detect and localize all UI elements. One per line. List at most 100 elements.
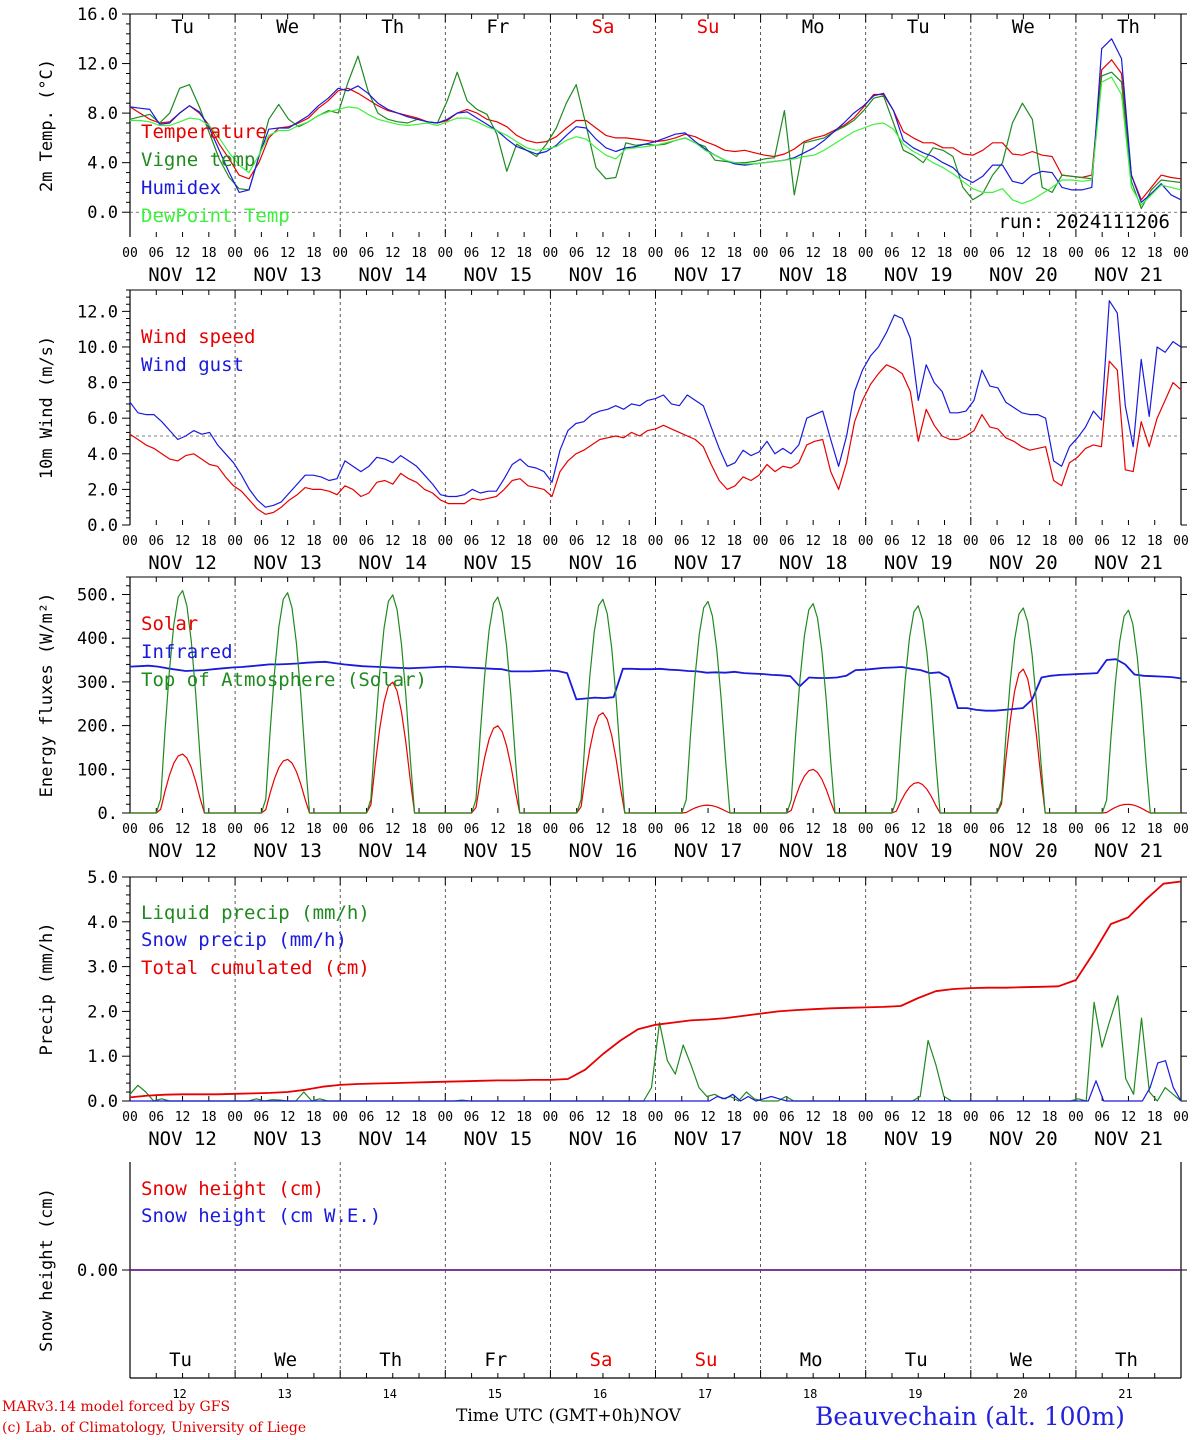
legend-item: DewPoint Temp: [141, 205, 290, 227]
hour-tick-label: 00: [648, 246, 664, 261]
panel-4: 0.0 1.0 2.0 3.0 4.0 5.0 Precip (mm/h) 00 06 12 18 N…: [37, 868, 1189, 1150]
date-label: NOV 12: [148, 1128, 217, 1150]
hour-tick-label: 18: [726, 822, 742, 837]
hour-tick-label: 18: [201, 246, 217, 261]
hour-tick-label: 00: [753, 534, 769, 549]
y-tick-label: 500.: [77, 585, 118, 605]
hour-tick-label: 12: [385, 534, 401, 549]
hour-tick-label: 06: [464, 534, 480, 549]
series-line-infrared: [129, 658, 1182, 712]
hour-tick-label: 06: [359, 534, 375, 549]
hour-tick-label: 06: [884, 1110, 900, 1125]
hour-tick-label: 00: [1173, 822, 1189, 837]
hour-tick-label: 18: [621, 534, 637, 549]
hour-tick-label: 12: [490, 822, 506, 837]
hour-tick-label: 18: [621, 246, 637, 261]
date-label: NOV 14: [358, 264, 427, 286]
date-label: NOV 15: [464, 264, 533, 286]
hour-tick-label: 00: [858, 822, 874, 837]
hour-tick-label: 12: [910, 534, 926, 549]
hour-tick-label: 00: [1068, 1110, 1084, 1125]
legend-item: Total cumulated (cm): [141, 957, 370, 979]
hour-tick-label: 18: [726, 246, 742, 261]
day-number: 19: [908, 1387, 922, 1401]
hour-tick-label: 00: [543, 822, 559, 837]
day-number: 12: [172, 1387, 186, 1401]
weekday-label: Fr: [486, 16, 509, 38]
hour-tick-label: 18: [1042, 534, 1058, 549]
hour-tick-label: 06: [1094, 534, 1110, 549]
hour-tick-label: 06: [148, 534, 164, 549]
y-tick-label: 300.: [77, 673, 118, 693]
y-axis-label: 2m Temp. (°C): [37, 59, 57, 192]
hour-tick-label: 12: [1016, 1110, 1032, 1125]
hour-tick-label: 18: [516, 534, 532, 549]
date-label: NOV 15: [464, 840, 533, 862]
hour-tick-label: 18: [832, 1110, 848, 1125]
hour-tick-label: 06: [1094, 822, 1110, 837]
date-label: NOV 18: [779, 1128, 848, 1150]
hour-tick-label: 18: [411, 534, 427, 549]
date-label: NOV 14: [358, 552, 427, 574]
hour-tick-label: 06: [569, 822, 585, 837]
hour-tick-label: 18: [937, 822, 953, 837]
date-label: NOV 21: [1094, 1128, 1163, 1150]
date-label: NOV 12: [148, 264, 217, 286]
y-tick-label: 2.0: [87, 1002, 118, 1022]
hour-tick-label: 12: [175, 1110, 191, 1125]
model-credit: MARv3.14 model forced by GFS: [2, 1399, 231, 1415]
hour-tick-label: 06: [254, 534, 270, 549]
series-line-total-cumulated-cm: [129, 880, 1182, 1099]
panel-2: 0.0 2.0 4.0 6.0 8.0 10.0 12.0 10m Wind (m/s) 00 0…: [37, 289, 1189, 574]
series-line-humidex: [129, 38, 1182, 203]
hour-tick-label: 06: [569, 534, 585, 549]
hour-tick-label: 12: [595, 822, 611, 837]
date-label: NOV 20: [989, 1128, 1058, 1150]
day-number: 21: [1118, 1387, 1132, 1401]
series-line-vigne-temp: [129, 55, 1182, 210]
hour-tick-label: 06: [989, 822, 1005, 837]
hour-tick-label: 06: [1094, 246, 1110, 261]
weekday-label-bottom: Mo: [800, 1349, 823, 1371]
hour-tick-label: 00: [1173, 1110, 1189, 1125]
series-line-dewpoint-temp: [130, 76, 1182, 206]
hour-tick-label: 00: [1068, 534, 1084, 549]
hour-tick-label: 18: [411, 246, 427, 261]
time-axis-label: Time UTC (GMT+0h)NOV: [456, 1406, 681, 1426]
hour-tick-label: 00: [437, 822, 453, 837]
legend-item: Snow height (cm): [141, 1178, 324, 1200]
hour-tick-label: 12: [700, 1110, 716, 1125]
hour-tick-label: 06: [464, 1110, 480, 1125]
date-label: NOV 20: [989, 264, 1058, 286]
hour-tick-label: 12: [805, 1110, 821, 1125]
hour-tick-label: 18: [832, 534, 848, 549]
y-tick-label: 5.0: [87, 868, 118, 888]
hour-tick-label: 00: [332, 1110, 348, 1125]
hour-tick-label: 18: [621, 822, 637, 837]
hour-tick-label: 12: [910, 1110, 926, 1125]
weekday-label-bottom: Su: [695, 1349, 718, 1371]
weekday-label: Th: [381, 16, 404, 38]
hour-tick-label: 06: [254, 1110, 270, 1125]
date-label: NOV 16: [569, 1128, 638, 1150]
hour-tick-label: 00: [332, 822, 348, 837]
hour-tick-label: 12: [1121, 246, 1137, 261]
hour-tick-label: 00: [332, 534, 348, 549]
hour-tick-label: 00: [1173, 246, 1189, 261]
y-tick-label: 16.0: [77, 5, 118, 25]
hour-tick-label: 00: [122, 246, 138, 261]
hour-tick-label: 06: [884, 534, 900, 549]
hour-tick-label: 06: [254, 822, 270, 837]
y-tick-label: 6.0: [87, 409, 118, 429]
weekday-label-bottom: Tu: [169, 1349, 192, 1371]
hour-tick-label: 00: [858, 1110, 874, 1125]
hour-tick-label: 18: [832, 822, 848, 837]
hour-tick-label: 12: [490, 534, 506, 549]
hour-tick-label: 12: [700, 534, 716, 549]
hour-tick-label: 12: [1016, 534, 1032, 549]
site-name: Beauvechain (alt. 100m): [815, 1402, 1125, 1431]
hour-tick-label: 00: [753, 246, 769, 261]
day-number: 15: [488, 1387, 502, 1401]
hour-tick-label: 06: [674, 246, 690, 261]
date-label: NOV 20: [989, 840, 1058, 862]
